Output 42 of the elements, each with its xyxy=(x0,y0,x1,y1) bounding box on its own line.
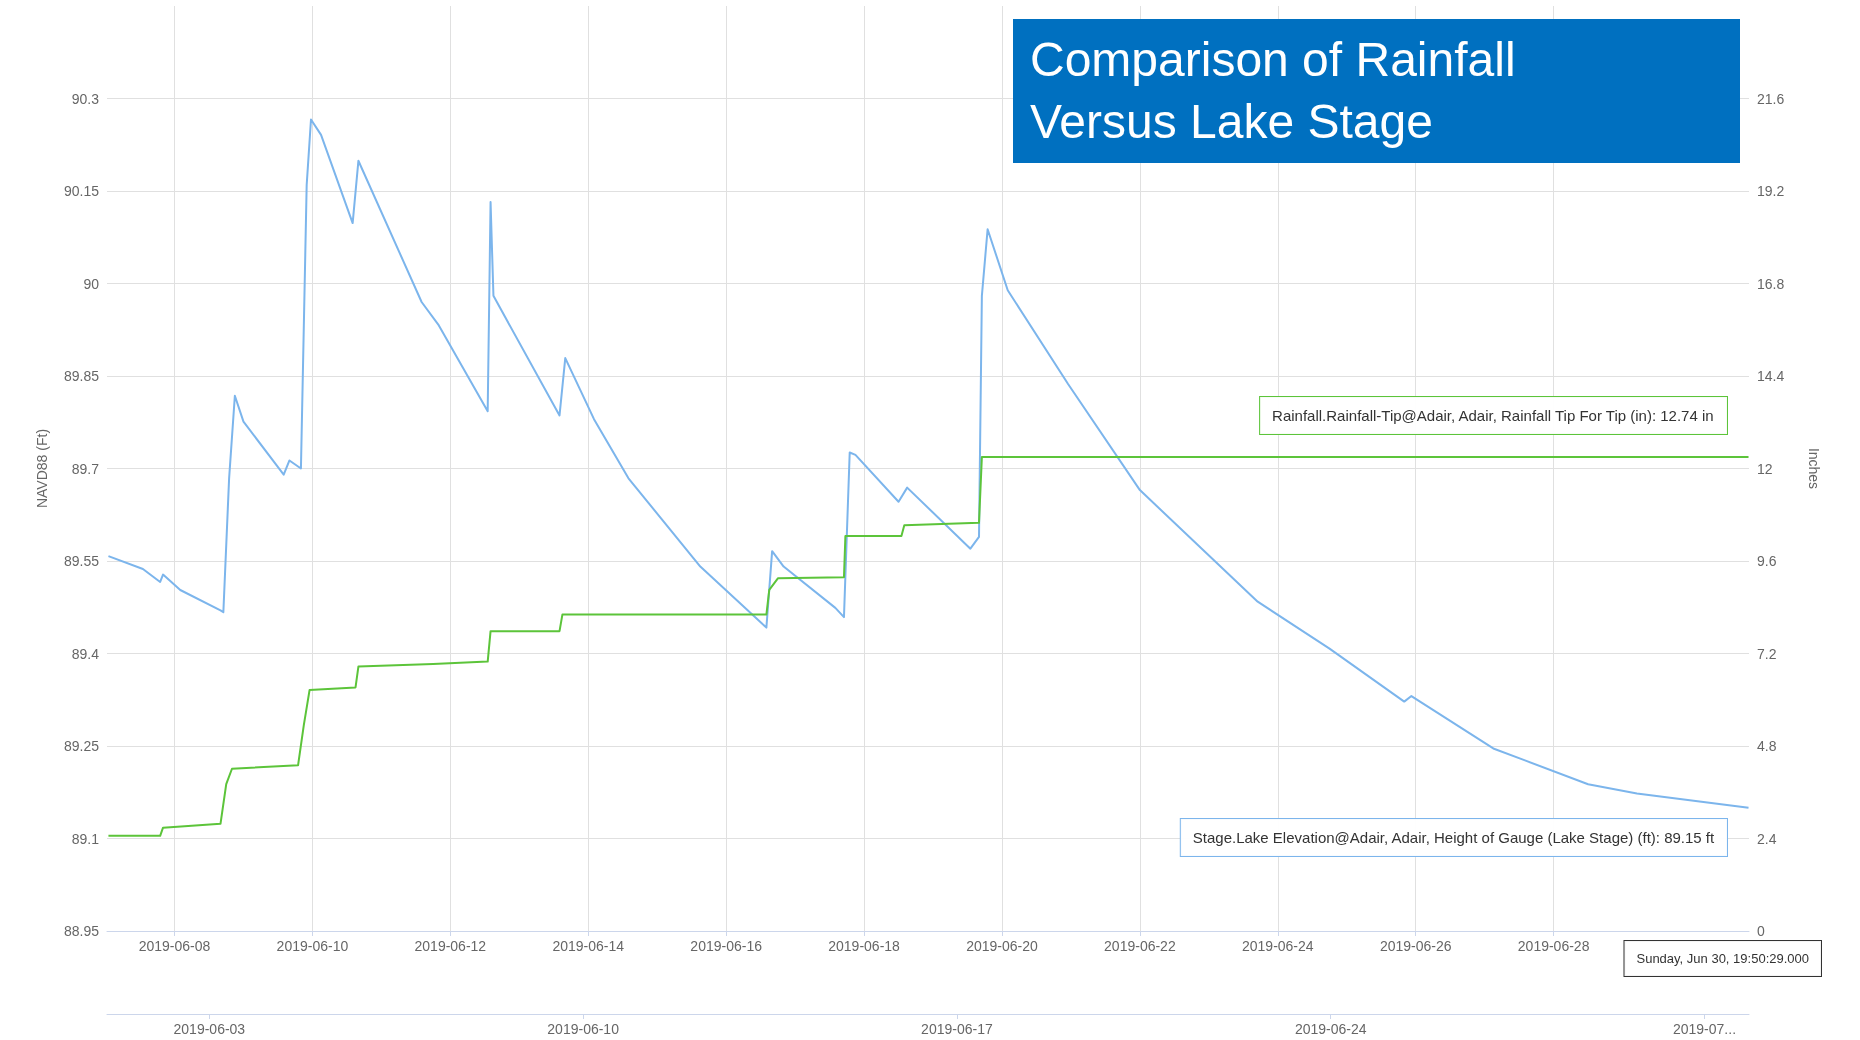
y-tick-label: 89.4 xyxy=(71,645,100,662)
x2-tick-label: 2019-06-03 xyxy=(173,1021,246,1037)
y2-tick-label: 2.4 xyxy=(1757,830,1777,847)
text: Sunday, Jun 30, 19:50:29.000 xyxy=(1636,951,1810,966)
y2-tick-label: 21.6 xyxy=(1757,90,1785,107)
y2-tick-label: 19.2 xyxy=(1757,183,1785,199)
y-tick-label: 90 xyxy=(83,275,100,292)
y-tick-label: 89.85 xyxy=(63,368,100,384)
x-tick-label: 2019-06-26 xyxy=(1379,938,1452,954)
y-tick-label: 90.15 xyxy=(63,183,100,199)
y2-tick-label: 12 xyxy=(1757,460,1773,477)
y2-tick-label: 16.8 xyxy=(1757,275,1785,292)
x2-tick-label: 2019-07... xyxy=(1672,1021,1737,1037)
x2-tick-label: 2019-06-24 xyxy=(1294,1021,1367,1037)
x-tick-label: 2019-06-10 xyxy=(276,938,349,954)
x2-tick-label: 2019-06-17 xyxy=(921,1021,993,1037)
y2-tick-label: 9.6 xyxy=(1757,553,1777,569)
y-axis-title: NAVD88 (Ft) xyxy=(34,428,50,509)
x-tick-label: 2019-06-24 xyxy=(1241,938,1314,954)
y2-tick-label: 0 xyxy=(1757,923,1765,939)
x-tick-label: 2019-06-14 xyxy=(552,938,625,954)
x-tick-label: 2019-06-16 xyxy=(690,938,763,954)
y2-tick-label: 7.2 xyxy=(1757,645,1777,662)
x-tick-label: 2019-06-22 xyxy=(1104,938,1176,954)
annotation: Stage.Lake Elevation@Adair, Adair, Height of Gauge (Lake Stage) (ft): 89.15 ft xyxy=(1192,829,1715,846)
y2-tick-label: 14.4 xyxy=(1757,368,1785,384)
y-tick-label: 89.7 xyxy=(71,460,100,477)
x-tick-label: 2019-06-20 xyxy=(966,938,1038,954)
y-tick-label: 89.1 xyxy=(71,830,100,847)
y2-tick-label: 4.8 xyxy=(1757,738,1777,754)
annotation: Rainfall.Rainfall-Tip@Adair, Adair, Rainfall Tip For Tip (in): 12.74 in xyxy=(1272,407,1714,424)
y2-axis-title: Inches xyxy=(1806,447,1822,490)
x-tick-label: 2019-06-08 xyxy=(138,938,211,954)
y-tick-label: 89.25 xyxy=(63,738,100,754)
y-tick-label: 88.95 xyxy=(63,923,100,939)
x-tick-label: 2019-06-12 xyxy=(414,938,487,954)
title-banner: Comparison of Rainfall Versus Lake Stage xyxy=(1013,19,1740,163)
x2-tick-label: 2019-06-10 xyxy=(547,1021,620,1037)
y-tick-label: 89.55 xyxy=(63,553,100,569)
x-tick-label: 2019-06-18 xyxy=(828,938,901,954)
y-tick-label: 90.3 xyxy=(71,90,100,107)
x-tick-label: 2019-06-28 xyxy=(1517,938,1590,954)
